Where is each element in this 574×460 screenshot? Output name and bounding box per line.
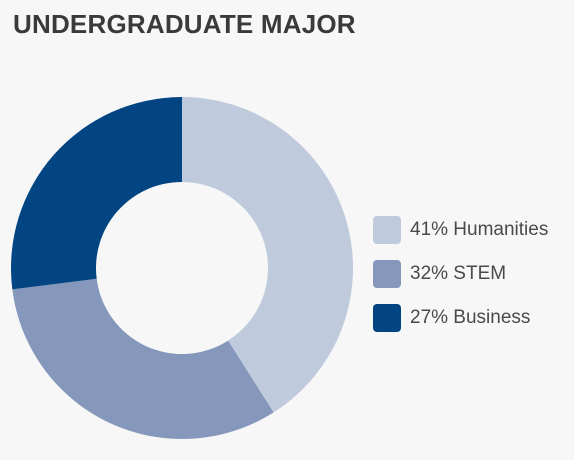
legend: 41% Humanities 32% STEM 27% Business: [373, 216, 548, 348]
slice-humanities: [182, 97, 353, 413]
legend-item-business: 27% Business: [373, 304, 548, 332]
slice-business: [10, 97, 182, 290]
legend-swatch-humanities: [373, 216, 401, 244]
legend-label-humanities: 41% Humanities: [410, 219, 549, 240]
legend-label-business: 27% Business: [410, 307, 531, 328]
donut-slices: [10, 97, 353, 440]
legend-swatch-business: [373, 304, 401, 332]
slice-stem: [12, 278, 274, 440]
legend-label-stem: 32% STEM: [410, 263, 507, 284]
legend-item-stem: 32% STEM: [373, 260, 548, 288]
legend-item-humanities: 41% Humanities: [373, 216, 548, 244]
legend-swatch-stem: [373, 260, 401, 288]
chart-title: UNDERGRADUATE MAJOR: [13, 9, 356, 39]
